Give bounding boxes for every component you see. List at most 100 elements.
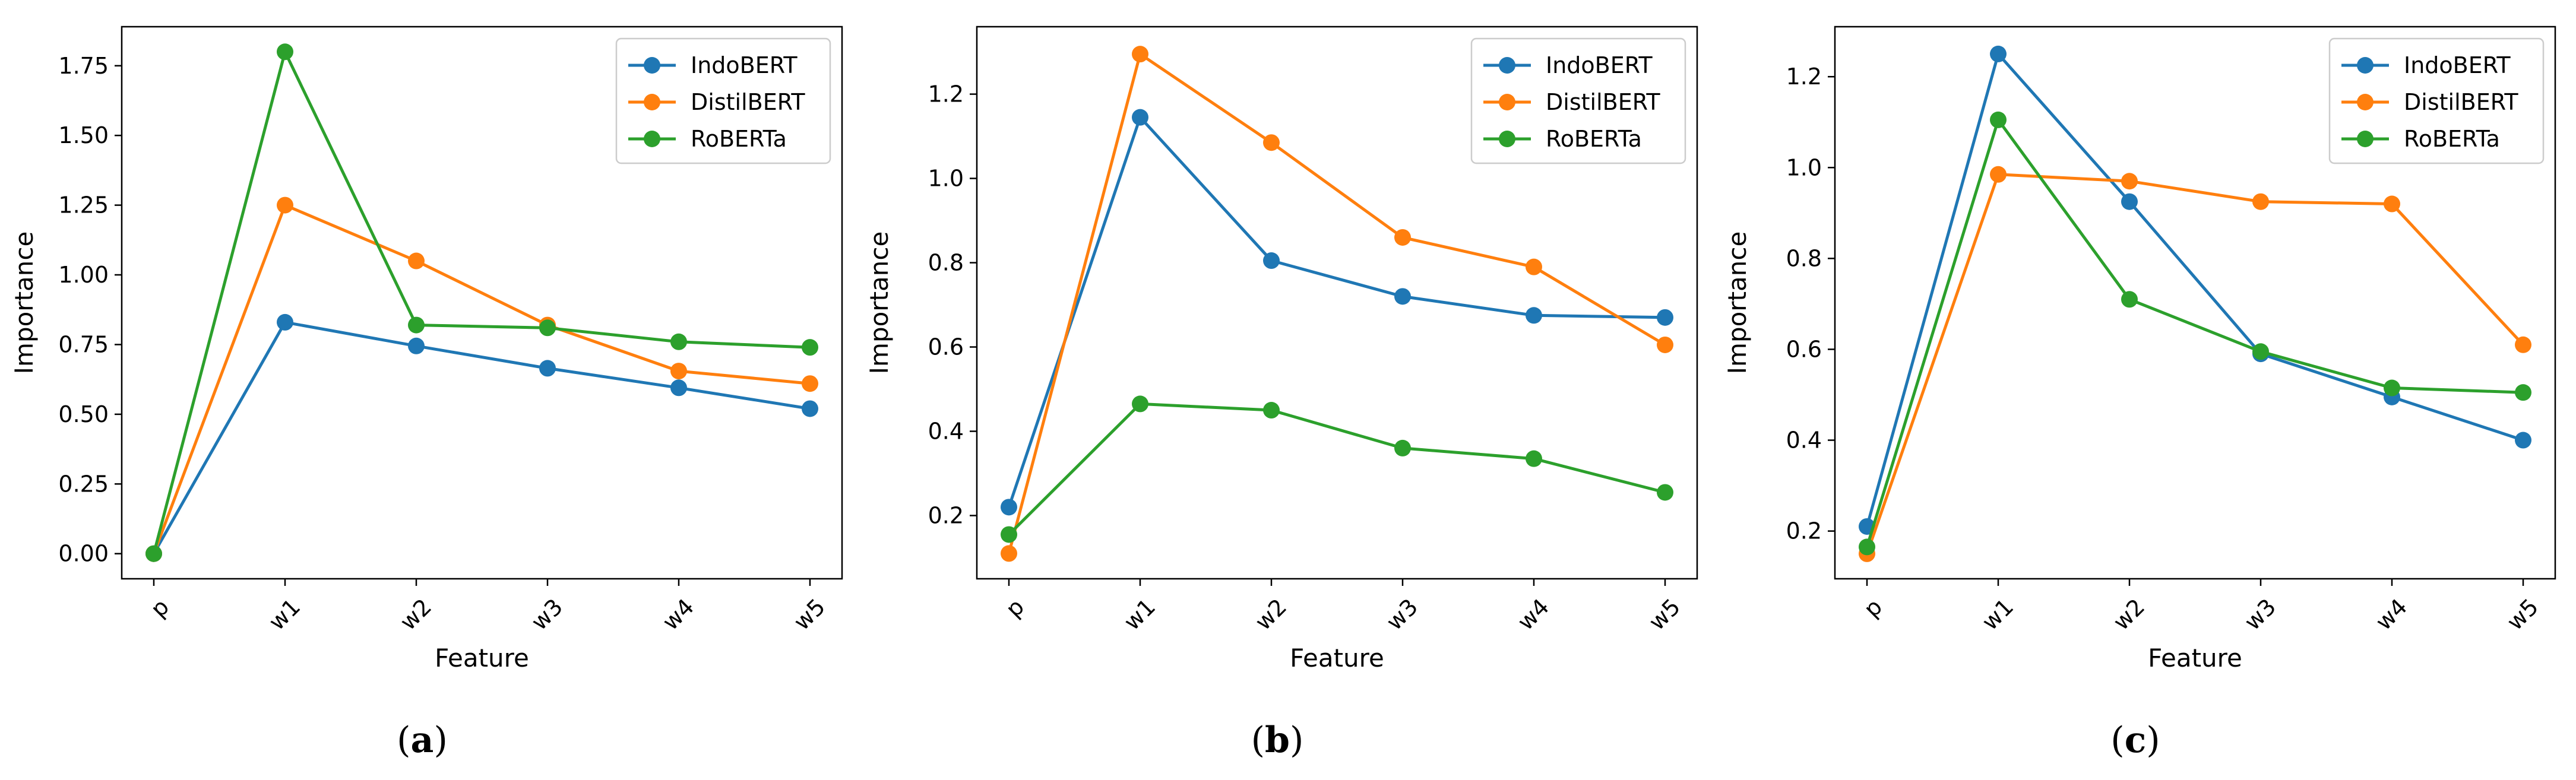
- data-point-roberta: [1859, 538, 1875, 556]
- data-point-roberta: [1394, 439, 1411, 456]
- series-line-distilbert: [1007, 52, 1666, 554]
- data-point-distilbert: [1263, 134, 1280, 151]
- legend-box: [2328, 37, 2545, 164]
- series-line-distilbert: [1865, 173, 2524, 554]
- plot-frame: [121, 26, 843, 580]
- data-point-roberta: [2252, 343, 2269, 360]
- legend-marker-distilbert: [2357, 94, 2374, 110]
- y-tick-label: 0.25: [58, 471, 109, 497]
- chart-panel-b: 0.20.40.60.81.01.2p w1 w2 w3 w4 w5FeatureImpo…: [865, 26, 1698, 761]
- legend-box: [615, 37, 831, 164]
- data-point-distilbert: [1132, 46, 1148, 63]
- plot-frame: [976, 26, 1698, 580]
- legend-label-indobert: IndoBERT: [2404, 52, 2511, 78]
- y-tick-label: 1.2: [928, 81, 964, 107]
- data-point-indobert: [539, 360, 556, 377]
- data-point-roberta: [2384, 379, 2400, 397]
- data-point-distilbert: [670, 363, 687, 380]
- data-point-distilbert: [2252, 193, 2269, 210]
- legend: IndoBERT DistilBERT RoBERTa: [1470, 37, 1686, 164]
- panel-caption-b: (b): [1251, 719, 1304, 761]
- y-tick-label: 0.8: [1786, 245, 1822, 271]
- legend: IndoBERT DistilBERT RoBERTa: [615, 37, 831, 164]
- data-point-indobert: [2121, 193, 2138, 210]
- data-point-distilbert: [1657, 336, 1673, 353]
- series-line-roberta: [1008, 402, 1666, 536]
- y-tick-label: 1.75: [58, 53, 109, 79]
- y-tick-label: 0.75: [58, 331, 109, 357]
- y-tick-label: 0.6: [1786, 336, 1822, 362]
- y-tick-label: 0.2: [1786, 518, 1822, 544]
- panel-caption-c: (c): [2110, 719, 2160, 761]
- legend-label-roberta: RoBERTa: [2404, 126, 2500, 152]
- panel-caption-a: (a): [397, 719, 448, 761]
- data-point-indobert: [1990, 45, 2007, 62]
- y-tick-label: 0.6: [928, 334, 964, 360]
- y-tick-label: 1.2: [1786, 64, 1822, 90]
- x-axis-label: Feature: [1290, 643, 1384, 673]
- data-point-roberta: [145, 545, 162, 562]
- legend-marker-roberta: [644, 131, 660, 147]
- y-axis-label: Importance: [1723, 232, 1752, 375]
- y-axis-label: Importance: [10, 232, 39, 375]
- data-point-roberta: [1263, 402, 1280, 419]
- data-point-roberta: [1526, 450, 1542, 467]
- legend-box: [1470, 37, 1686, 164]
- data-point-distilbert: [277, 196, 293, 214]
- data-point-distilbert: [2121, 173, 2138, 190]
- data-point-indobert: [670, 379, 687, 397]
- data-point-indobert: [1263, 252, 1280, 269]
- series-line-distilbert: [152, 204, 811, 554]
- legend-marker-indobert: [1499, 57, 1515, 74]
- data-point-indobert: [408, 337, 425, 354]
- data-point-roberta: [2121, 291, 2138, 308]
- data-point-roberta: [539, 319, 556, 337]
- data-point-roberta: [670, 333, 687, 350]
- data-point-distilbert: [2384, 195, 2400, 213]
- data-point-distilbert: [1526, 258, 1542, 275]
- series-line-indobert: [152, 321, 811, 554]
- y-tick-label: 1.50: [58, 122, 109, 148]
- legend: IndoBERT DistilBERT RoBERTa: [2328, 37, 2545, 164]
- legend-marker-indobert: [644, 57, 660, 74]
- data-point-indobert: [2515, 432, 2531, 449]
- data-point-indobert: [1394, 288, 1411, 305]
- data-point-roberta: [408, 316, 425, 334]
- data-point-distilbert: [2515, 336, 2531, 353]
- y-tick-label: 0.2: [928, 503, 964, 529]
- y-axis-label: Importance: [865, 232, 894, 375]
- data-point-distilbert: [802, 375, 818, 392]
- y-tick-label: 1.00: [58, 262, 109, 288]
- data-point-indobert: [1001, 499, 1017, 516]
- legend-marker-distilbert: [644, 94, 660, 110]
- data-point-indobert: [1526, 307, 1542, 324]
- series-line-roberta: [152, 50, 811, 554]
- legend-marker-distilbert: [1499, 94, 1515, 110]
- x-axis-label: Feature: [2148, 643, 2242, 673]
- y-tick-label: 1.25: [58, 192, 109, 218]
- plot-frame: [1834, 26, 2556, 580]
- legend-label-distilbert: DistilBERT: [691, 89, 805, 115]
- legend-label-roberta: RoBERTa: [691, 126, 787, 152]
- series-line-indobert: [1007, 116, 1666, 508]
- data-point-distilbert: [1990, 166, 2007, 183]
- series-line-indobert: [1865, 52, 2524, 527]
- data-point-roberta: [277, 43, 293, 61]
- data-point-roberta: [1990, 111, 2007, 128]
- data-point-roberta: [802, 339, 818, 356]
- data-point-indobert: [1132, 109, 1148, 126]
- y-tick-label: 1.0: [1786, 154, 1822, 180]
- data-point-distilbert: [408, 252, 425, 269]
- data-point-roberta: [1001, 526, 1017, 543]
- legend-marker-indobert: [2357, 57, 2374, 74]
- data-point-roberta: [1132, 395, 1148, 413]
- data-point-distilbert: [1001, 545, 1017, 562]
- legend-marker-roberta: [2357, 131, 2374, 147]
- legend-label-indobert: IndoBERT: [1546, 52, 1653, 78]
- y-tick-label: 0.8: [928, 250, 964, 276]
- series-line-roberta: [1865, 118, 2524, 548]
- data-point-roberta: [2515, 384, 2531, 401]
- legend-label-indobert: IndoBERT: [691, 52, 798, 78]
- y-tick-label: 0.00: [58, 541, 109, 567]
